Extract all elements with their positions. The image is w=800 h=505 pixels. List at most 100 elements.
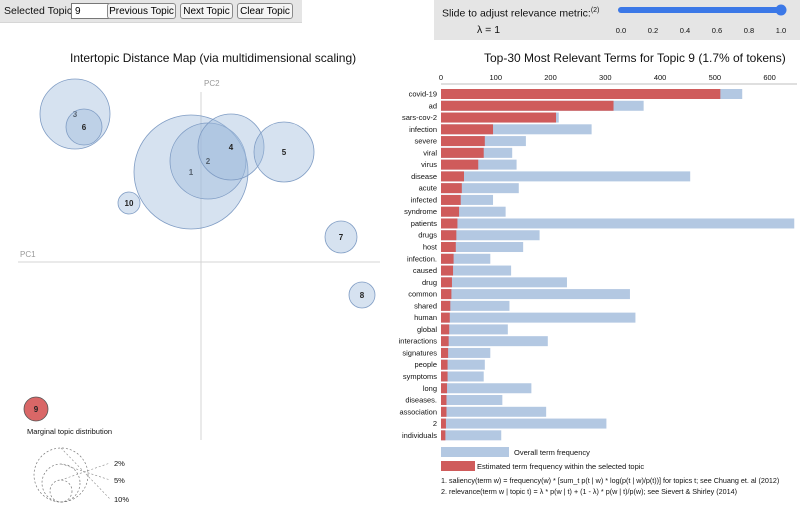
term-row-infection[interactable]: infection: [409, 124, 592, 135]
term-row-viral[interactable]: viral: [423, 147, 513, 158]
topic-label-6: 6: [82, 123, 87, 132]
term-row-2[interactable]: 2: [433, 418, 607, 429]
bar-overall-human: [441, 312, 636, 323]
bar-estimated-symptoms: [441, 371, 448, 382]
term-label-infected[interactable]: infected: [411, 195, 437, 204]
term-row-sars-cov-2[interactable]: sars-cov-2: [402, 112, 559, 123]
term-label-symptoms[interactable]: symptoms: [403, 372, 437, 381]
term-row-drugs[interactable]: drugs: [418, 230, 540, 241]
bar-estimated-drugs: [441, 230, 457, 241]
term-row-global[interactable]: global: [417, 324, 508, 335]
term-row-host[interactable]: host: [423, 242, 524, 253]
term-row-shared[interactable]: shared: [414, 300, 510, 311]
term-row-infection.[interactable]: infection.: [407, 253, 491, 264]
legend-overall-label: Overall term frequency: [514, 448, 590, 457]
term-label-sars-cov-2[interactable]: sars-cov-2: [402, 113, 437, 122]
term-label-drugs[interactable]: drugs: [418, 231, 437, 240]
topic-bubble-4[interactable]: 4: [197, 113, 265, 181]
bar-estimated-common: [441, 289, 452, 300]
term-label-signatures[interactable]: signatures: [402, 348, 437, 357]
topic-label-5: 5: [282, 148, 287, 157]
term-row-infected[interactable]: infected: [411, 194, 494, 205]
term-row-individuals[interactable]: individuals: [402, 430, 502, 441]
term-row-long[interactable]: long: [423, 383, 532, 394]
topic-bubble-7[interactable]: 7: [324, 220, 358, 254]
term-row-signatures[interactable]: signatures: [402, 347, 491, 358]
term-label-caused[interactable]: caused: [413, 266, 437, 275]
term-label-virus[interactable]: virus: [421, 160, 437, 169]
relevance-slider[interactable]: [618, 4, 787, 16]
term-row-syndrome[interactable]: syndrome: [404, 206, 506, 217]
term-label-diseases.[interactable]: diseases.: [405, 396, 437, 405]
marginal-title: Marginal topic distribution: [27, 427, 112, 436]
map-title: Intertopic Distance Map (via multidimens…: [70, 51, 357, 65]
x-tick-400: 400: [654, 73, 667, 82]
term-label-common[interactable]: common: [408, 290, 437, 299]
term-row-acute[interactable]: acute: [419, 183, 519, 194]
term-label-long[interactable]: long: [423, 384, 437, 393]
term-label-disease[interactable]: disease: [411, 172, 437, 181]
term-bars[interactable]: covid-19 ad sars-cov-2 infection severe viral…: [399, 89, 795, 441]
term-label-viral[interactable]: viral: [423, 148, 437, 157]
term-row-caused[interactable]: caused: [413, 265, 512, 276]
slider-knob[interactable]: [775, 4, 787, 16]
term-label-host[interactable]: host: [423, 243, 438, 252]
term-label-ad[interactable]: ad: [429, 101, 437, 110]
term-row-disease[interactable]: disease: [411, 171, 691, 182]
bar-estimated-patients: [441, 218, 458, 229]
term-row-ad[interactable]: ad: [429, 100, 644, 111]
term-label-covid-19[interactable]: covid-19: [409, 90, 437, 99]
term-label-2[interactable]: 2: [433, 419, 437, 428]
term-row-patients[interactable]: patients: [411, 218, 795, 229]
bar-overall-interactions: [441, 336, 548, 347]
x-tick-500: 500: [709, 73, 722, 82]
term-row-symptoms[interactable]: symptoms: [403, 371, 484, 382]
term-label-interactions[interactable]: interactions: [399, 337, 438, 346]
topic-bubble-5[interactable]: 5: [253, 121, 315, 183]
term-row-interactions[interactable]: interactions: [399, 336, 548, 347]
term-label-human[interactable]: human: [414, 313, 437, 322]
previous-topic-button[interactable]: Previous Topic: [107, 3, 176, 19]
term-label-infection.[interactable]: infection.: [407, 254, 437, 263]
term-label-acute[interactable]: acute: [419, 184, 437, 193]
term-row-virus[interactable]: virus: [421, 159, 517, 170]
term-row-association[interactable]: association: [399, 406, 547, 417]
term-label-global[interactable]: global: [417, 325, 437, 334]
bar-overall-infection.: [441, 253, 491, 264]
topic-bubbles[interactable]: 1 2 3 4 5 6 7 8 9 10: [23, 78, 376, 422]
slider-tick-0.0: 0.0: [616, 26, 626, 35]
topic-bubble-1[interactable]: 1: [133, 114, 249, 230]
term-label-individuals[interactable]: individuals: [402, 431, 437, 440]
bar-estimated-syndrome: [441, 206, 460, 217]
bar-estimated-acute: [441, 183, 462, 194]
term-label-shared[interactable]: shared: [414, 301, 437, 310]
selected-topic-input[interactable]: [71, 3, 109, 19]
term-row-drug[interactable]: drug: [422, 277, 567, 288]
term-row-people[interactable]: people: [414, 359, 485, 370]
topic-bubble-3[interactable]: 3: [39, 78, 111, 150]
term-row-covid-19[interactable]: covid-19: [409, 89, 743, 99]
clear-topic-button[interactable]: Clear Topic: [237, 3, 293, 19]
term-row-severe[interactable]: severe: [414, 136, 526, 147]
bar-estimated-ad: [441, 100, 614, 111]
topic-bubble-9[interactable]: 9: [23, 396, 49, 422]
term-row-human[interactable]: human: [414, 312, 636, 323]
topic-bubble-6[interactable]: 6: [65, 108, 103, 146]
term-label-drug[interactable]: drug: [422, 278, 437, 287]
term-label-people[interactable]: people: [414, 360, 437, 369]
term-label-severe[interactable]: severe: [414, 137, 437, 146]
topic-bubble-8[interactable]: 8: [348, 281, 376, 309]
term-label-syndrome[interactable]: syndrome: [404, 207, 437, 216]
bar-x-axis: 0 100 200 300 400 500 600: [439, 73, 797, 85]
next-topic-button[interactable]: Next Topic: [180, 3, 233, 19]
term-label-association[interactable]: association: [399, 407, 437, 416]
term-label-infection[interactable]: infection: [409, 125, 437, 134]
topic-bubble-10[interactable]: 10: [117, 191, 141, 215]
term-row-diseases.[interactable]: diseases.: [405, 395, 503, 406]
term-row-common[interactable]: common: [408, 289, 630, 300]
term-label-patients[interactable]: patients: [411, 219, 438, 228]
topic-label-7: 7: [339, 233, 344, 242]
bar-overall-acute: [441, 183, 519, 194]
bar-overall-syndrome: [441, 206, 506, 217]
